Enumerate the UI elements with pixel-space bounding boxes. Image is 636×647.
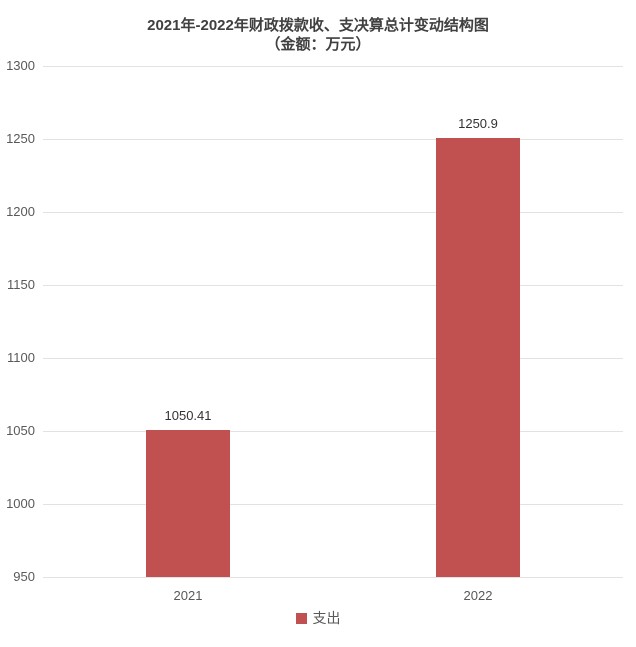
y-axis-label: 950: [13, 569, 35, 584]
y-axis-label: 1000: [6, 496, 35, 511]
legend-label: 支出: [312, 610, 341, 626]
gridline: [43, 66, 623, 67]
y-axis-label: 1250: [6, 131, 35, 146]
bar-value-label: 1050.41: [164, 408, 212, 423]
gridline: [43, 285, 623, 286]
legend[interactable]: 支出: [0, 610, 636, 626]
y-axis-label: 1150: [7, 277, 35, 292]
gridline: [43, 431, 623, 432]
y-axis-label: 1300: [6, 58, 35, 73]
gridline: [43, 358, 623, 359]
bar-2021[interactable]: [146, 430, 230, 577]
y-axis-label: 1100: [7, 350, 35, 365]
gridline: [43, 212, 623, 213]
chart-title: 2021年-2022年财政拨款收、支决算总计变动结构图 （金额：万元）: [0, 16, 636, 54]
x-axis-label: 2021: [173, 588, 203, 603]
chart-title-line1: 2021年-2022年财政拨款收、支决算总计变动结构图: [147, 17, 489, 34]
gridline: [43, 139, 623, 140]
bar-value-label: 1250.9: [458, 116, 498, 131]
x-axis-label: 2022: [463, 588, 493, 603]
gridline: [43, 577, 623, 578]
chart-title-line2: （金额：万元）: [265, 36, 371, 53]
y-axis-label: 1200: [6, 204, 35, 219]
y-axis-label: 1050: [6, 423, 35, 438]
bar-2022[interactable]: [436, 138, 520, 577]
gridline: [43, 504, 623, 505]
legend-swatch-icon: [295, 612, 307, 624]
